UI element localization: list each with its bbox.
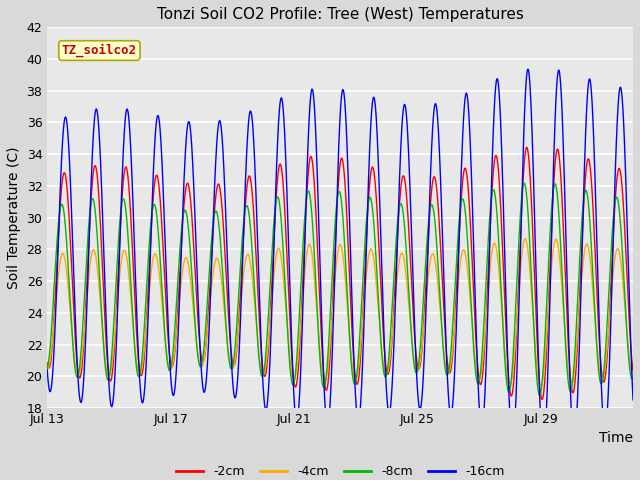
X-axis label: Time: Time [599, 432, 633, 445]
Title: Tonzi Soil CO2 Profile: Tree (West) Temperatures: Tonzi Soil CO2 Profile: Tree (West) Temp… [157, 7, 524, 22]
Legend: -2cm, -4cm, -8cm, -16cm: -2cm, -4cm, -8cm, -16cm [171, 460, 509, 480]
Text: TZ_soilco2: TZ_soilco2 [62, 44, 137, 57]
Y-axis label: Soil Temperature (C): Soil Temperature (C) [7, 146, 21, 289]
